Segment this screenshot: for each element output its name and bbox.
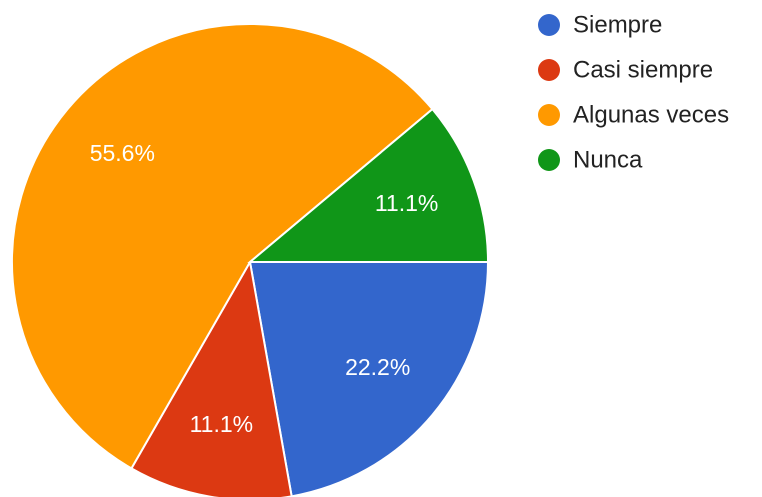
pie-slice (11, 23, 434, 470)
legend-label: Algunas veces (573, 101, 729, 128)
slice-label: 11.1% (190, 411, 254, 437)
legend-label: Siempre (573, 11, 662, 38)
legend-swatch (538, 14, 560, 36)
legend-swatch (538, 149, 560, 171)
legend-label: Nunca (573, 146, 643, 173)
pie: 22.2% 11.1% 55.6% 11.1% (11, 23, 490, 497)
legend-swatch (538, 59, 560, 81)
pie-slice (248, 261, 490, 497)
slice-label: 55.6% (90, 140, 155, 166)
pie-slice (247, 107, 490, 263)
slice-label: 22.2% (345, 354, 410, 380)
pie-slice (130, 259, 293, 497)
slice-label: 11.1% (375, 190, 439, 216)
legend: Siempre Casi siempre Algunas veces Nunca (538, 11, 729, 173)
legend-swatch (538, 104, 560, 126)
legend-label: Casi siempre (573, 56, 713, 83)
